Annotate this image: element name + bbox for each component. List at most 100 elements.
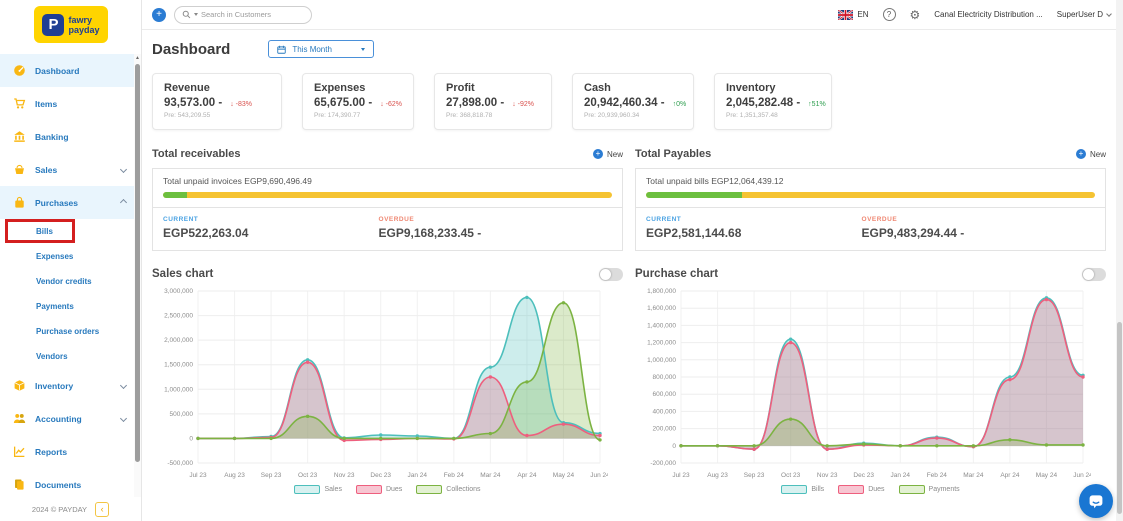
scroll-up-icon[interactable]: ▲ [135,55,140,61]
svg-text:Jun 24: Jun 24 [1073,472,1091,479]
svg-text:Nov 23: Nov 23 [817,472,838,479]
sidebar-item-dashboard[interactable]: Dashboard [0,54,134,87]
kpi-card-expenses[interactable]: Expenses 65,675.00 - ↓ -62% Pre: 174,390… [302,73,414,130]
current-label: CURRENT [646,216,682,223]
kpi-card-profit[interactable]: Profit 27,898.00 - ↓ -92% Pre: 368,818.7… [434,73,552,130]
sidebar-nav: Dashboard Items Banking Sales Purchases … [0,54,134,497]
sidebar-item-reports[interactable]: Reports [0,435,134,468]
sales-chart-legend: Sales Dues Collections [152,485,623,494]
svg-text:Jun 24: Jun 24 [590,472,608,479]
sidebar-item-items[interactable]: Items [0,87,134,120]
sidebar-item-vendor-credits[interactable]: Vendor credits [0,269,134,294]
sidebar-item-label: Banking [35,131,69,142]
sidebar-item-accounting[interactable]: Accounting [0,402,134,435]
legend-label: Bills [811,486,825,493]
period-label: This Month [292,44,332,54]
svg-text:200,000: 200,000 [653,426,677,433]
sales-chart-toggle[interactable] [599,267,623,281]
search-input[interactable] [201,10,291,19]
sidebar-item-banking[interactable]: Banking [0,120,134,153]
svg-text:May 24: May 24 [553,472,575,479]
sidebar-item-inventory[interactable]: Inventory [0,369,134,402]
copyright-text: 2024 © PAYDAY [31,504,88,514]
legend-item[interactable]: Sales [294,485,342,494]
sidebar-scrollbar-thumb[interactable] [135,64,140,462]
sidebar-item-expenses[interactable]: Expenses [0,244,134,269]
kpi-label: Profit [446,82,475,94]
legend-swatch [355,485,382,494]
svg-text:May 24: May 24 [1036,472,1058,479]
sidebar-subitem-label: Purchase orders [36,327,100,336]
period-dropdown[interactable]: This Month [268,40,375,58]
sidebar-item-payments[interactable]: Payments [0,294,134,319]
toggle-knob [600,268,611,280]
sidebar-item-sales[interactable]: Sales [0,153,134,186]
sidebar-scrollbar[interactable]: ▲ [134,54,141,497]
trend-arrow-icon: ↑ [672,101,677,108]
kpi-card-inventory[interactable]: Inventory 2,045,282.48 - ↑51% Pre: 1,351… [714,73,832,130]
bag-icon [15,196,24,208]
main-content: Dashboard This Month Revenue 93,573.00 -… [142,30,1116,521]
uk-flag-icon [838,9,854,20]
receivables-progress-current [163,192,188,198]
quick-add-button[interactable]: + [152,7,166,22]
kpi-label: Inventory [726,82,776,94]
gear-icon[interactable]: ⚙ [909,7,921,22]
legend-item[interactable]: Collections [416,485,481,494]
legend-swatch [416,485,443,494]
unpaid-bills-summary: Total unpaid bills EGP12,064,439.12 [646,176,784,186]
sidebar-item-label: Reports [35,446,68,457]
kpi-card-revenue[interactable]: Revenue 93,573.00 - ↓ -83% Pre: 543,209.… [152,73,282,130]
sidebar-item-purchases[interactable]: Purchases [0,186,134,219]
sidebar: P fawry payday Dashboard Items Banking S… [0,0,142,521]
unpaid-invoices-summary: Total unpaid invoices EGP9,690,496.49 [163,176,312,186]
sidebar-item-label: Documents [35,479,82,490]
fawry-payday-logo[interactable]: P fawry payday [34,6,108,43]
chevron-down-icon [119,381,128,390]
legend-item[interactable]: Bills [781,485,824,494]
current-value: EGP522,263.04 [163,226,249,240]
svg-text:Sep 23: Sep 23 [261,472,282,479]
language-selector[interactable]: EN [838,9,869,20]
sidebar-subitem-label: Vendors [36,352,68,361]
user-name: SuperUser D [1056,10,1103,19]
people-icon [13,413,26,423]
user-menu[interactable]: SuperUser D [1056,10,1112,19]
kpi-label: Revenue [164,82,210,94]
purchase-chart-toggle[interactable] [1082,267,1106,281]
kpi-percent: -92% [517,101,534,108]
total-receivables-section: Total receivables + New Total unpaid inv… [152,146,623,251]
sidebar-item-label: Accounting [35,413,82,424]
new-invoice-button[interactable]: + New [592,149,623,159]
chat-widget-button[interactable] [1079,484,1113,518]
sidebar-item-purchase-orders[interactable]: Purchase orders [0,319,134,344]
legend-item[interactable]: Payments [898,485,960,494]
kpi-card-cash[interactable]: Cash 20,942,460.34 - ↑0% Pre: 20,939,960… [572,73,694,130]
page-scrollbar-thumb[interactable] [1117,322,1122,514]
legend-label: Sales [324,486,342,493]
legend-item[interactable]: Dues [838,485,885,494]
company-selector[interactable]: Canal Electricity Distribution ... [934,10,1043,19]
legend-label: Dues [868,486,885,493]
global-search[interactable] [174,5,312,24]
language-label: EN [857,10,869,19]
sidebar-item-bills[interactable]: Bills [0,219,134,244]
chevron-down-icon [1106,10,1112,17]
legend-item[interactable]: Dues [355,485,402,494]
sidebar-subitem-label: Bills [36,227,53,236]
kpi-value: 2,045,282.48 - [726,97,801,109]
sidebar-item-vendors[interactable]: Vendors [0,344,134,369]
page-scrollbar[interactable] [1116,0,1123,521]
legend-swatch [781,485,808,494]
trend-arrow-icon: ↑ [808,101,812,108]
kpi-value: 27,898.00 - [446,97,505,109]
new-bill-button[interactable]: + New [1075,149,1106,159]
sidebar-collapse-button[interactable]: ‹ [95,501,110,517]
search-scope-caret-icon[interactable] [194,13,198,16]
kpi-percent: -62% [385,101,402,108]
sidebar-item-documents[interactable]: Documents [0,468,134,497]
svg-text:600,000: 600,000 [653,391,677,398]
search-icon [182,10,191,19]
kpi-percent: 0% [676,101,687,108]
help-icon[interactable]: ? [882,8,896,21]
